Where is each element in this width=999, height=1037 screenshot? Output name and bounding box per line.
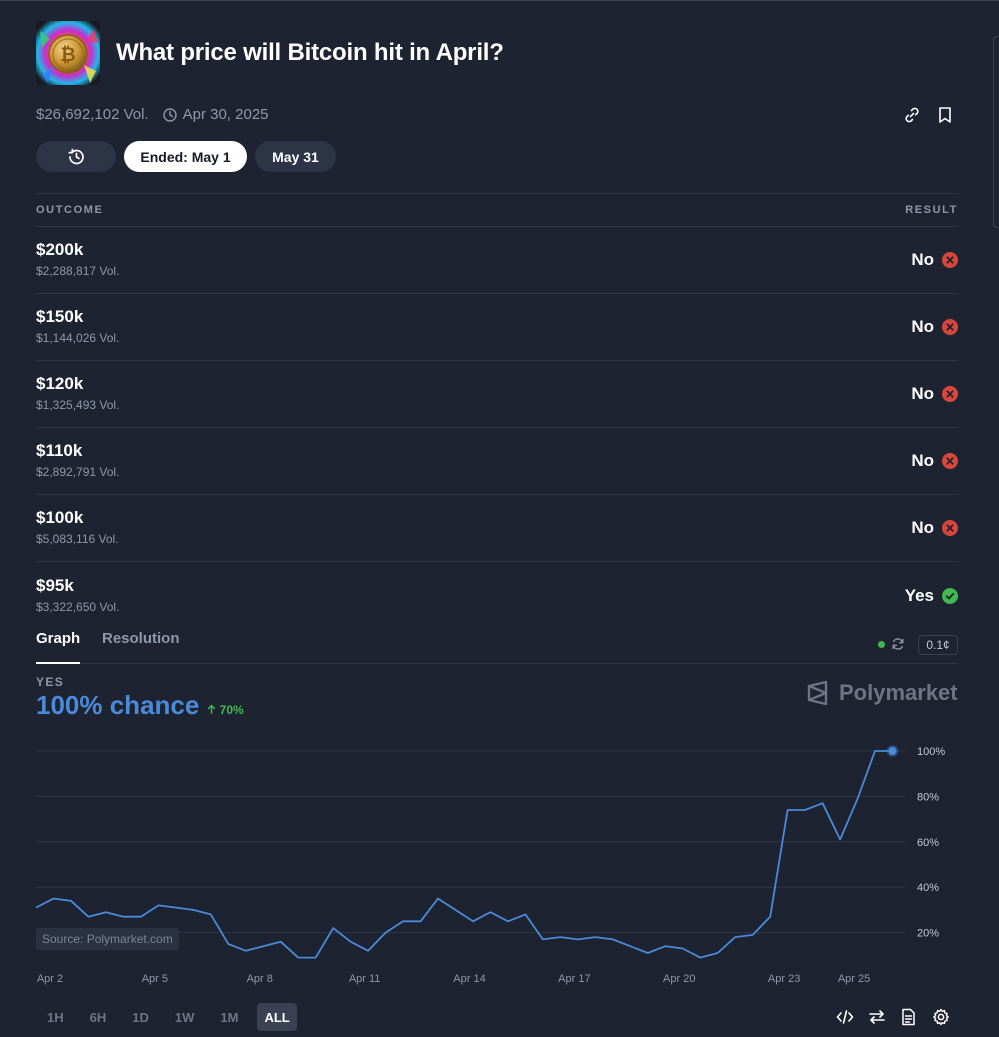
x-tick-label: Apr 8 — [247, 973, 273, 985]
settings-gear-icon[interactable] — [930, 1007, 951, 1027]
column-outcome: OUTCOME — [36, 204, 104, 216]
tab-graph[interactable]: Graph — [36, 630, 81, 664]
range-1d[interactable]: 1D — [132, 1009, 149, 1025]
outcome-volume: $1,144,026 Vol. — [36, 331, 120, 345]
market-header: ₿ What price will Bitcoin hit in April? — [36, 21, 504, 85]
result-text: No — [911, 518, 934, 537]
x-tick-label: Apr 14 — [453, 973, 485, 985]
x-tick-label: Apr 20 — [663, 973, 695, 985]
live-indicator — [878, 637, 905, 651]
x-tick-label: Apr 11 — [349, 973, 381, 985]
chance-display: 100% chance 70% — [36, 690, 244, 721]
x-tick-label: Apr 23 — [768, 973, 800, 985]
result-no-icon — [942, 520, 958, 536]
date-selector: Ended: May 1 May 31 — [36, 141, 336, 172]
x-tick-label: Apr 25 — [838, 973, 870, 985]
table-row[interactable]: $200k $2,288,817 Vol. No — [36, 227, 958, 294]
outcome-label: $120k — [36, 374, 84, 393]
x-tick-label: Apr 5 — [142, 973, 168, 985]
outcome-volume: $2,288,817 Vol. — [36, 264, 120, 278]
arrow-up-icon — [208, 704, 216, 714]
outcomes-table: OUTCOME RESULT $200k $2,288,817 Vol. No $… — [36, 193, 958, 629]
range-all[interactable]: ALL — [257, 1003, 297, 1031]
time-range-selector: 1H 6H 1D 1W 1M ALL — [40, 1003, 297, 1031]
result-no-icon — [942, 252, 958, 268]
result-text: Yes — [904, 585, 934, 605]
scrollbar[interactable] — [993, 36, 999, 228]
brand-name: Polymarket — [839, 680, 958, 705]
outcome-volume: $5,083,116 Vol. — [36, 532, 119, 546]
result-no-icon — [942, 319, 958, 335]
result-no-icon — [942, 453, 958, 469]
series-line — [35, 750, 893, 959]
link-icon[interactable] — [902, 105, 921, 125]
outcome-label: $200k — [36, 240, 84, 259]
table-header: OUTCOME RESULT — [36, 193, 958, 227]
market-end-date: Apr 30, 2025 — [182, 106, 269, 123]
market-meta: $26,692,102 Vol. Apr 30, 2025 — [36, 106, 269, 123]
document-icon[interactable] — [898, 1007, 919, 1027]
chart-tools — [834, 1007, 951, 1027]
result-text: No — [911, 384, 934, 403]
result-text: No — [911, 250, 934, 269]
range-1m[interactable]: 1M — [220, 1009, 239, 1025]
source-label: Source: Polymarket.com — [36, 928, 179, 950]
outcome-label: $95k — [36, 575, 74, 595]
y-tick-label: 20% — [917, 928, 939, 940]
table-row[interactable]: $120k $1,325,493 Vol. No — [36, 361, 958, 428]
date-pill-may-31[interactable]: May 31 — [255, 141, 336, 172]
range-1h[interactable]: 1H — [47, 1009, 64, 1025]
svg-text:₿: ₿ — [60, 44, 75, 66]
y-tick-label: 80% — [917, 791, 939, 803]
bookmark-icon[interactable] — [935, 105, 954, 125]
top-border — [0, 0, 999, 1]
bitcoin-coin-icon: ₿ — [36, 21, 100, 85]
swap-icon[interactable] — [866, 1007, 887, 1027]
table-row[interactable]: $110k $2,892,791 Vol. No — [36, 428, 958, 495]
polymarket-brand: Polymarket — [805, 680, 958, 706]
embed-code-icon[interactable] — [834, 1007, 855, 1027]
graph-tabs: Graph Resolution — [36, 630, 958, 664]
history-button[interactable] — [36, 141, 116, 172]
y-tick-label: 100% — [917, 746, 945, 758]
polymarket-logo-icon — [807, 680, 828, 706]
graph-outcome-label: YES — [36, 675, 65, 689]
date-pill-ended-may-1[interactable]: Ended: May 1 — [124, 141, 247, 172]
tab-resolution[interactable]: Resolution — [102, 630, 180, 647]
chance-change: 70% — [207, 703, 244, 717]
market-actions — [902, 105, 954, 125]
price-chart[interactable]: 20% 40% 60% 80% 100% Apr 2 Apr 5 Apr 8 Apr 11 Apr… — [0, 730, 999, 1000]
history-icon — [68, 148, 84, 164]
outcome-label: $100k — [36, 508, 84, 527]
chance-change-value: 70% — [219, 703, 244, 717]
x-tick-label: Apr 17 — [558, 973, 590, 985]
market-title: What price will Bitcoin hit in April? — [116, 39, 504, 66]
y-tick-label: 60% — [917, 837, 939, 849]
column-result: RESULT — [905, 204, 958, 216]
y-tick-label: 40% — [917, 882, 939, 894]
result-text: No — [911, 451, 934, 470]
table-row[interactable]: $150k $1,144,026 Vol. No — [36, 294, 958, 361]
live-dot — [878, 640, 885, 648]
refresh-icon[interactable] — [891, 637, 905, 651]
chance-value: 100% chance — [36, 690, 200, 720]
result-text: No — [911, 317, 934, 336]
table-row[interactable]: $100k $5,083,116 Vol. No — [36, 495, 958, 562]
range-1w[interactable]: 1W — [174, 1009, 195, 1025]
outcome-label: $150k — [36, 307, 84, 326]
precision-toggle[interactable]: 0.1¢ — [918, 635, 958, 655]
outcome-volume: $2,892,791 Vol. — [36, 465, 120, 479]
market-volume: $26,692,102 Vol. — [36, 106, 149, 123]
outcome-label: $110k — [36, 441, 83, 460]
table-row[interactable]: $95k $3,322,650 Vol. Yes — [36, 562, 958, 629]
outcome-volume: $3,322,650 Vol. — [36, 599, 120, 614]
range-6h[interactable]: 6H — [89, 1009, 107, 1025]
clock-icon — [162, 107, 177, 122]
x-tick-label: Apr 2 — [37, 973, 63, 985]
latest-point — [888, 747, 897, 755]
result-yes-icon — [942, 587, 958, 604]
result-no-icon — [942, 386, 958, 402]
outcome-volume: $1,325,493 Vol. — [36, 398, 120, 412]
